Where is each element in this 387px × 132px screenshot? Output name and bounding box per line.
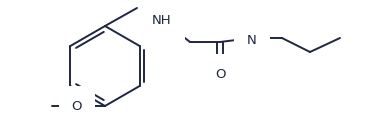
Text: O: O xyxy=(72,100,82,112)
Text: H: H xyxy=(248,22,257,34)
Text: O: O xyxy=(215,67,225,81)
Text: NH: NH xyxy=(152,13,172,27)
Text: N: N xyxy=(247,34,257,48)
